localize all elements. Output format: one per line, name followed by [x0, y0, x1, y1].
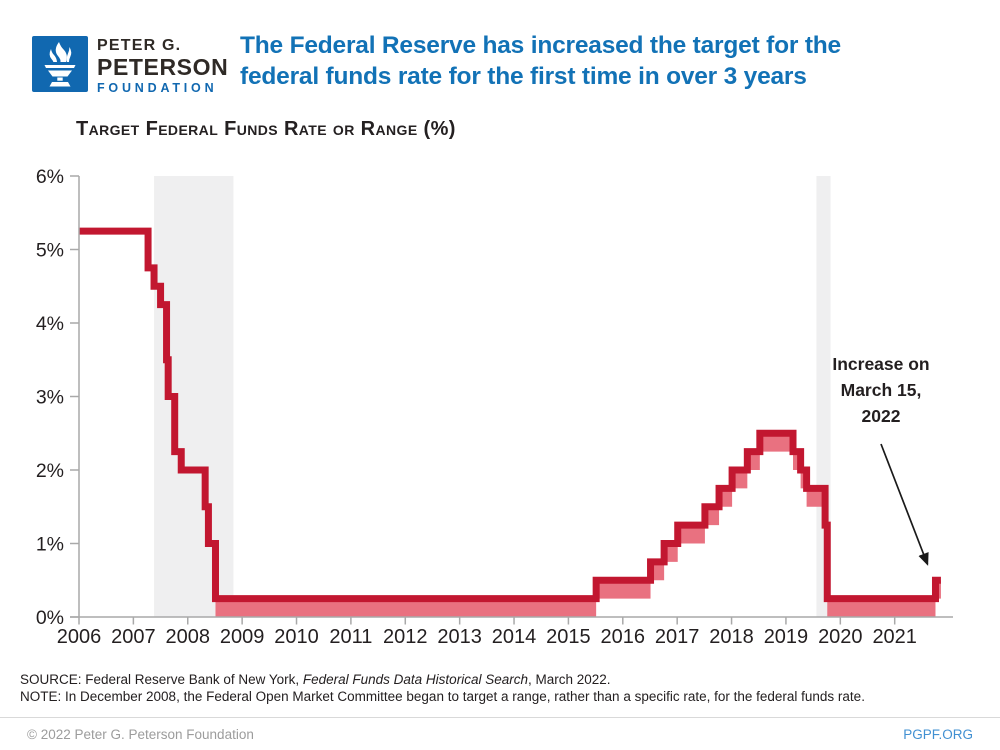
- source-italic: Federal Funds Data Historical Search: [302, 672, 528, 687]
- logo-text: PETER G. PETERSON FOUNDATION: [97, 36, 228, 96]
- x-tick-label: 2007: [111, 626, 156, 648]
- recession-bands: [154, 176, 831, 617]
- rate-line: [79, 227, 941, 603]
- x-tick-label: 2020: [818, 626, 863, 648]
- x-tick-label: 2016: [601, 626, 646, 648]
- logo-text-line1: PETER G.: [97, 37, 182, 54]
- x-tick-label: 2013: [437, 626, 482, 648]
- copyright-text: © 2022 Peter G. Peterson Foundation: [27, 727, 254, 742]
- logo-text-line3: FOUNDATION: [97, 81, 218, 95]
- x-tick-label: 2015: [546, 626, 591, 648]
- x-tick-label: 2011: [329, 626, 372, 648]
- y-tick-label: 4%: [36, 313, 64, 335]
- footnotes: SOURCE: Federal Reserve Bank of New York…: [20, 671, 865, 705]
- annotation-increase-march-2022: Increase on March 15, 2022: [832, 354, 930, 566]
- page-title: The Federal Reserve has increased the ta…: [240, 32, 841, 90]
- x-tick-label: 2009: [220, 626, 265, 648]
- y-tick-label: 6%: [36, 166, 64, 188]
- x-tick-label: 2012: [383, 626, 428, 648]
- rate-range-band: [215, 433, 941, 617]
- x-tick-label: 2014: [492, 626, 537, 648]
- annotation-text: Increase on: [832, 354, 929, 374]
- x-tick-label: 2019: [764, 626, 809, 648]
- y-tick-label: 3%: [36, 387, 64, 409]
- x-tick-label: 2018: [709, 626, 754, 648]
- y-tick-label: 0%: [36, 607, 64, 629]
- y-tick-label: 2%: [36, 460, 64, 482]
- chart-subtitle: Target Federal Funds Rate or Range (%): [76, 118, 456, 140]
- fed-funds-rate-chart: 0% 1% 2% 3% 4% 5% 6% 2006 2007 2008 2009 2010 2011 20…: [36, 166, 953, 648]
- x-tick-label: 2017: [655, 626, 700, 648]
- pgpf-logo: PETER G. PETERSON FOUNDATION: [32, 36, 228, 96]
- x-tick-label: 2006: [57, 626, 102, 648]
- x-tick-label: 2021: [872, 626, 917, 648]
- x-tick-label: 2010: [274, 626, 319, 648]
- x-tick-label: 2008: [166, 626, 211, 648]
- annotation-arrow: [880, 443, 929, 566]
- axis-labels: 0% 1% 2% 3% 4% 5% 6% 2006 2007 2008 2009 2010 2011 20…: [36, 166, 917, 648]
- source-suffix: , March 2022.: [527, 672, 611, 687]
- torch-icon: [32, 36, 88, 92]
- pgpf-org-link[interactable]: PGPF.ORG: [903, 727, 973, 742]
- y-tick-label: 5%: [36, 240, 64, 262]
- annotation-text: March 15,: [841, 380, 922, 400]
- y-tick-label: 1%: [36, 534, 64, 556]
- source-note: SOURCE: Federal Reserve Bank of New York…: [20, 671, 865, 688]
- methodology-note: NOTE: In December 2008, the Federal Open…: [20, 689, 865, 704]
- source-prefix: SOURCE: Federal Reserve Bank of New York…: [20, 672, 303, 687]
- axes: [70, 175, 953, 625]
- footer-bar: © 2022 Peter G. Peterson Foundation PGPF…: [0, 717, 1000, 750]
- logo-text-line2: PETERSON: [97, 54, 229, 80]
- annotation-text: 2022: [862, 406, 901, 426]
